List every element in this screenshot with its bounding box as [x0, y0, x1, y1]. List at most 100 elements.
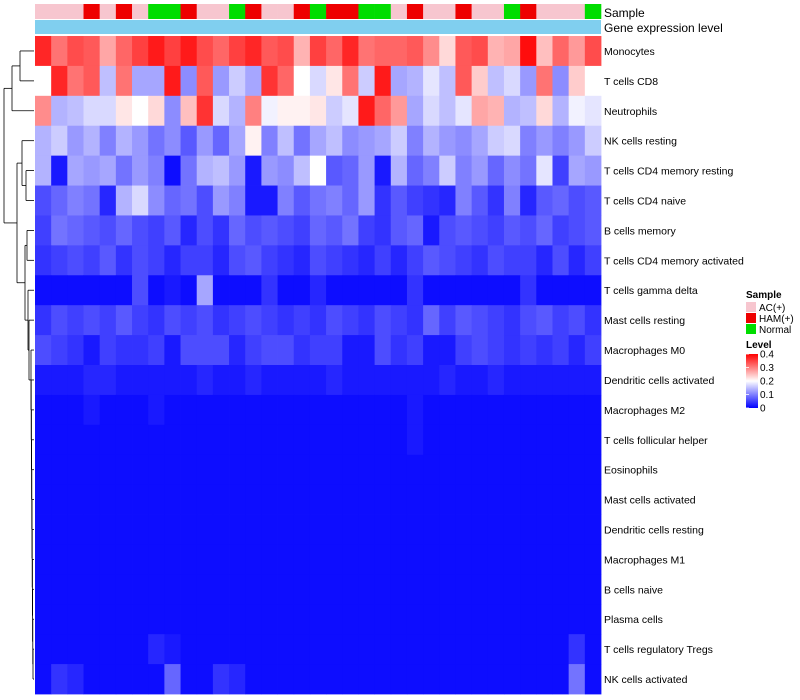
heatmap-cell — [212, 275, 230, 306]
heatmap-cell — [568, 36, 586, 67]
heatmap-cell — [83, 424, 101, 456]
heatmap-cell — [51, 125, 68, 157]
sample-annotation-cell — [51, 4, 68, 19]
heatmap-cell — [406, 664, 424, 695]
heatmap-cell — [148, 544, 165, 575]
heatmap-cell — [35, 634, 52, 665]
heatmap-cell — [148, 574, 165, 605]
row-label: Macrophages M2 — [604, 405, 685, 417]
heatmap-cell — [552, 65, 570, 97]
heatmap-cell — [67, 634, 84, 665]
heatmap-cell — [309, 484, 327, 515]
heatmap-cell — [390, 215, 408, 246]
heatmap-cell — [455, 95, 473, 127]
heatmap-cell — [35, 424, 52, 456]
heatmap-cell — [229, 634, 246, 665]
heatmap-cell — [132, 185, 149, 216]
heatmap-cell — [51, 424, 68, 456]
heatmap-cell — [326, 634, 343, 665]
heatmap-cell — [568, 245, 586, 276]
heatmap-cell — [568, 424, 586, 456]
heatmap-cell — [51, 604, 68, 635]
heatmap-cell — [261, 65, 278, 97]
heatmap-cell — [520, 305, 537, 336]
heatmap-cell — [439, 245, 456, 276]
heatmap-cell — [245, 484, 262, 515]
heatmap-cell — [67, 664, 84, 695]
heatmap-cell — [439, 394, 456, 426]
heatmap-cell — [423, 36, 440, 67]
heatmap-cell — [406, 454, 424, 486]
sample-annotation-cell — [261, 4, 278, 19]
row-label: Mast cells activated — [604, 495, 696, 507]
heatmap-cell — [423, 365, 440, 396]
heatmap-cell — [261, 185, 278, 216]
heatmap-cell — [83, 65, 101, 97]
heatmap-cell — [536, 514, 553, 545]
heatmap-cell — [568, 514, 586, 545]
heatmap-cell — [99, 574, 117, 605]
heatmap-cell — [245, 215, 262, 246]
heatmap-cell — [164, 484, 181, 515]
heatmap-cell — [180, 36, 198, 67]
heatmap-cell — [584, 544, 602, 575]
heatmap-cell — [536, 664, 553, 695]
heatmap-cell — [309, 125, 327, 157]
heatmap-cell — [148, 424, 165, 456]
heatmap-cell — [212, 305, 230, 336]
heatmap-cell — [245, 604, 262, 635]
heatmap-cell — [326, 185, 343, 216]
heatmap-cell — [584, 365, 602, 396]
heatmap-cell — [374, 155, 392, 186]
heatmap-cell — [455, 125, 473, 157]
heatmap-cell — [536, 65, 553, 97]
heatmap-cell — [245, 155, 262, 186]
heatmap-cell — [358, 155, 375, 186]
heatmap-cell — [261, 484, 278, 515]
heatmap-cell — [503, 394, 521, 426]
heatmap-cell — [261, 664, 278, 695]
heatmap-cell — [358, 394, 375, 426]
heatmap-cell — [584, 424, 602, 456]
heatmap-cell — [196, 574, 214, 605]
heatmap-cell — [99, 305, 117, 336]
heatmap-cell — [132, 394, 149, 426]
heatmap-cell — [309, 155, 327, 186]
heatmap-cell — [229, 454, 246, 486]
heatmap-cell — [520, 604, 537, 635]
heatmap-cell — [229, 155, 246, 186]
heatmap-cell — [35, 95, 52, 127]
heatmap-cell — [132, 275, 149, 306]
heatmap-cell — [406, 514, 424, 545]
heatmap-cell — [374, 95, 392, 127]
heatmap-cell — [293, 155, 311, 186]
row-label: Macrophages M0 — [604, 345, 685, 357]
heatmap-cell — [196, 424, 214, 456]
heatmap-cell — [487, 484, 505, 515]
heatmap-cell — [293, 65, 311, 97]
heatmap-cell — [180, 65, 198, 97]
sample-annotation-cell — [342, 4, 359, 19]
heatmap-cell — [99, 155, 117, 186]
heatmap-cell — [552, 514, 570, 545]
heatmap-cell — [552, 365, 570, 396]
heatmap-cell — [196, 305, 214, 336]
heatmap-cell — [358, 365, 375, 396]
heatmap-cell — [503, 36, 521, 67]
heatmap-cell — [326, 65, 343, 97]
heatmap-cell — [390, 65, 408, 97]
heatmap-cell — [423, 215, 440, 246]
heatmap-cell — [132, 514, 149, 545]
heatmap-cell — [342, 305, 359, 336]
heatmap-cell — [358, 215, 375, 246]
heatmap-cell — [164, 305, 181, 336]
heatmap-cell — [309, 305, 327, 336]
heatmap-cell — [439, 335, 456, 366]
heatmap-cell — [277, 604, 295, 635]
heatmap-cell — [132, 664, 149, 695]
heatmap-cell — [148, 95, 165, 127]
heatmap-cell — [568, 305, 586, 336]
heatmap-cell — [132, 574, 149, 605]
heatmap-cell — [423, 604, 440, 635]
heatmap-cell — [309, 95, 327, 127]
